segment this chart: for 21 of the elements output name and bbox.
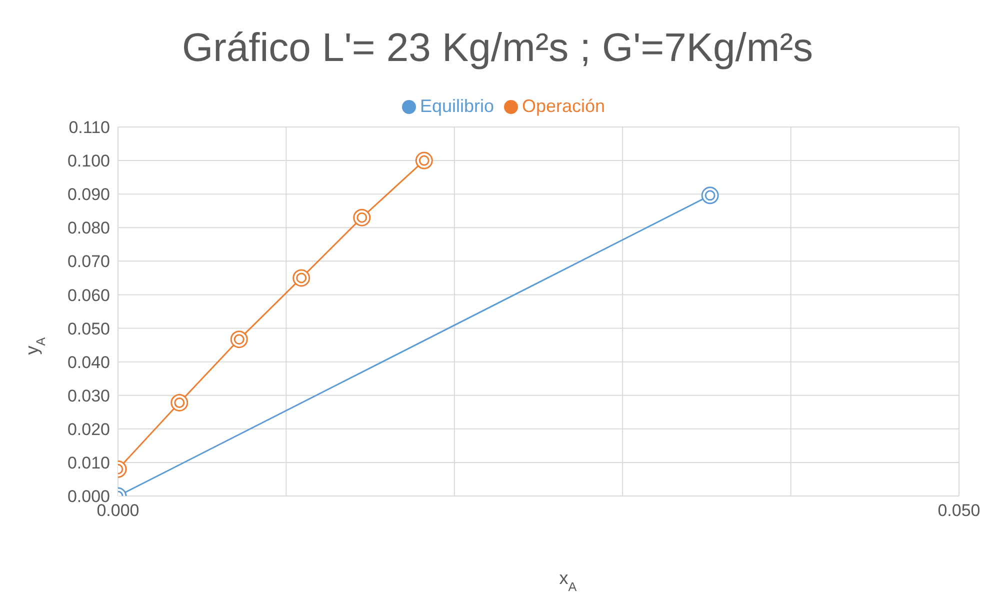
point bbox=[701, 186, 719, 204]
point bbox=[170, 394, 188, 412]
point bbox=[415, 152, 433, 170]
chart-title: Gráfico L'= 23 Kg/m²s ; G'=7Kg/m²s bbox=[180, 25, 814, 72]
legend-label: Equilibrio bbox=[420, 96, 494, 116]
y-tick-label: 0.050 bbox=[67, 319, 110, 338]
y-tick-label: 0.070 bbox=[67, 252, 110, 272]
x-axis-title: x$_{A}$ bbox=[559, 568, 578, 594]
y-tick-label: 0.030 bbox=[67, 386, 110, 406]
y-tick-label: 0.110 bbox=[68, 118, 110, 138]
y-tick-label: 0.090 bbox=[67, 185, 110, 204]
point bbox=[353, 208, 371, 226]
y-tick-label: 0.060 bbox=[67, 286, 110, 305]
legend-label: Operación bbox=[522, 96, 606, 116]
y-tick-label: 0.040 bbox=[67, 352, 110, 372]
point bbox=[230, 330, 248, 348]
y-tick-label: 0.020 bbox=[67, 420, 110, 439]
point bbox=[292, 269, 310, 287]
y-tick-label: 0.010 bbox=[67, 453, 110, 472]
y-tick-label: 0.100 bbox=[67, 152, 110, 171]
y-tick-label: 0.080 bbox=[67, 218, 110, 238]
